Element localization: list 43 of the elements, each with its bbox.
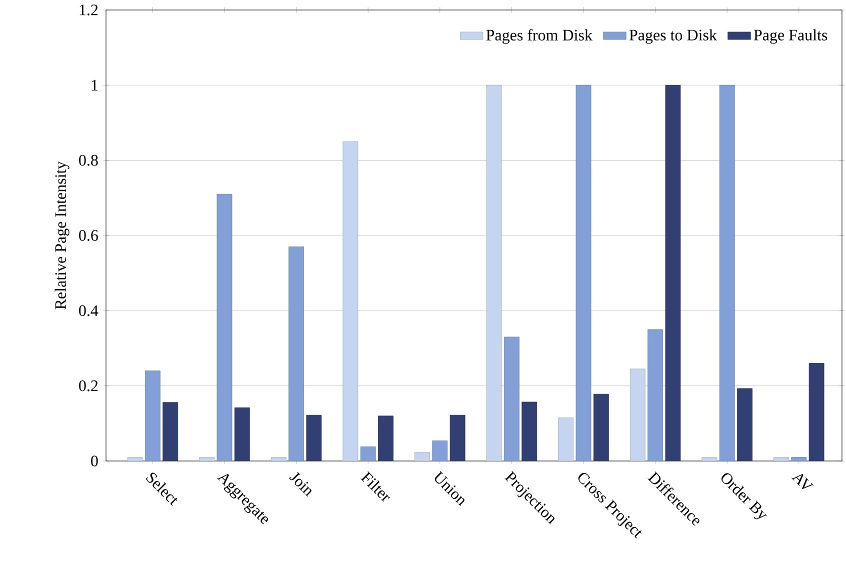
bar (127, 457, 143, 461)
bar (234, 407, 250, 461)
bar (450, 414, 466, 461)
bar (522, 402, 538, 461)
bar (504, 336, 520, 461)
bar (432, 440, 448, 461)
bar (199, 457, 215, 461)
bar (216, 194, 232, 461)
bar (576, 84, 592, 461)
bar (288, 246, 304, 461)
bar (737, 388, 752, 461)
y-tick-label: 0 (91, 456, 98, 466)
bar (702, 457, 718, 461)
bar (270, 457, 286, 461)
y-tick-label: 0.8 (79, 154, 98, 166)
bar (808, 363, 824, 461)
x-tick-label: AV (792, 474, 814, 490)
y-tick-label: 0.2 (79, 380, 98, 392)
legend-label: Page Faults (754, 29, 828, 44)
bar (593, 394, 609, 461)
bar (630, 368, 646, 461)
bar (774, 457, 789, 461)
x-tick-label: Join (289, 472, 312, 497)
legend-label: Pages to Disk (629, 29, 717, 44)
y-tick-label: 0.6 (79, 230, 98, 241)
bar (486, 84, 502, 461)
bar (342, 141, 358, 461)
bar (162, 402, 178, 461)
bar (791, 457, 807, 461)
bar (144, 370, 160, 461)
y-tick-label: 1 (92, 80, 98, 90)
legend-label: Pages from Disk (486, 29, 592, 44)
y-tick-label: 0.4 (79, 305, 98, 316)
bar (378, 416, 394, 461)
bar (665, 84, 681, 461)
y-tick-label: 1.2 (80, 4, 98, 16)
bar (414, 452, 430, 461)
bar (558, 418, 574, 461)
bar (648, 329, 664, 461)
bar (719, 84, 735, 461)
y-axis-title: Relative Page Intensity (54, 161, 70, 310)
bar (360, 446, 376, 461)
bar (306, 414, 322, 461)
